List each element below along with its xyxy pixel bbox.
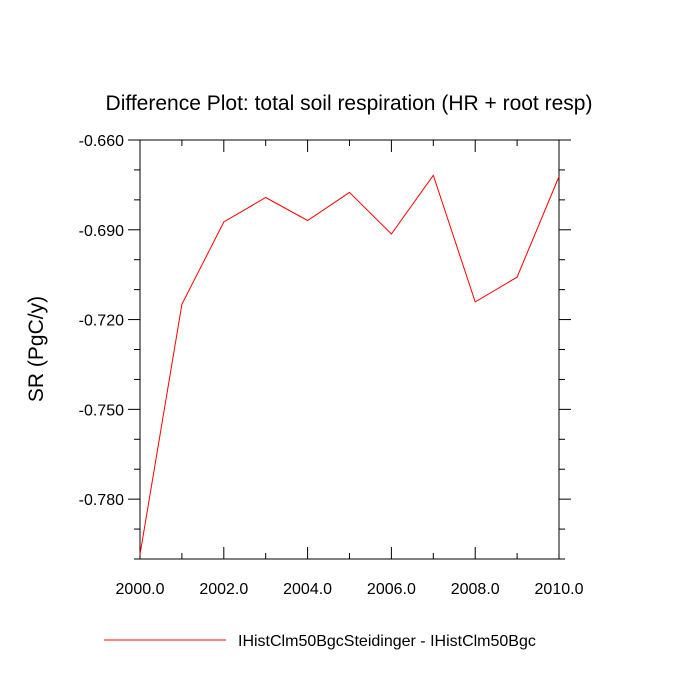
legend-label: IHistClm50BgcSteidinger - IHistClm50Bgc [238, 633, 536, 650]
axis-ticks [128, 139, 571, 560]
x-tick-label: 2006.0 [367, 581, 416, 598]
x-tick-labels: 2000.0 2002.0 2004.0 2006.0 2008.0 2010.0 [116, 581, 584, 598]
chart-title: Difference Plot: total soil respiration … [106, 92, 593, 115]
x-tick-label: 2000.0 [116, 581, 165, 598]
y-tick-label: -0.660 [79, 133, 124, 150]
y-tick-labels: -0.660 -0.690 -0.720 -0.750 -0.780 [79, 133, 124, 509]
y-tick-label: -0.780 [79, 492, 124, 509]
y-tick-label: -0.720 [79, 313, 124, 330]
x-tick-label: 2010.0 [535, 581, 584, 598]
plot-frame [139, 139, 560, 560]
x-tick-label: 2002.0 [199, 581, 248, 598]
legend: IHistClm50BgcSteidinger - IHistClm50Bgc [104, 633, 536, 650]
y-tick-label: -0.690 [79, 223, 124, 240]
x-tick-label: 2004.0 [283, 581, 332, 598]
y-tick-label: -0.750 [79, 402, 124, 419]
y-axis-label: SR (PgC/y) [25, 296, 48, 402]
series-line [139, 174, 560, 555]
series-layer [139, 174, 560, 555]
x-tick-label: 2008.0 [451, 581, 500, 598]
